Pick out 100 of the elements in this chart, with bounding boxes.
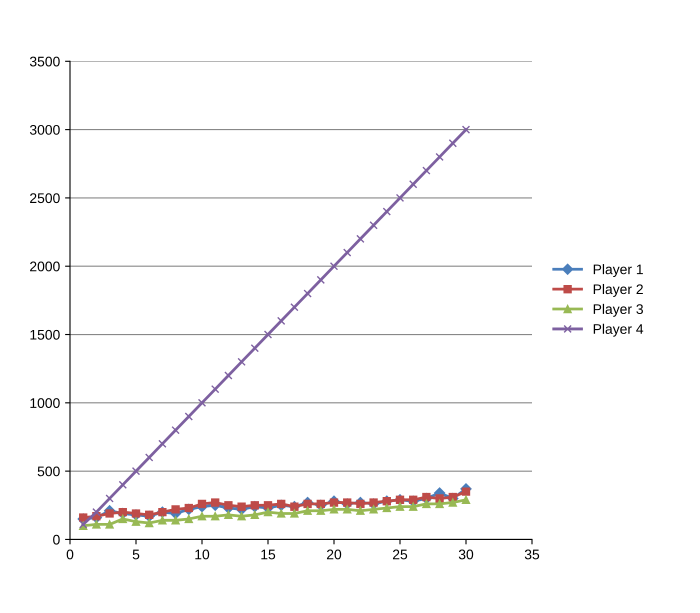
point	[316, 500, 325, 508]
y-tick-label: 3500	[30, 56, 60, 66]
point	[462, 487, 470, 496]
y-tick-label: 1500	[30, 330, 60, 340]
point	[250, 501, 259, 510]
point	[422, 166, 431, 175]
point	[171, 426, 180, 434]
legend-label: Player 2	[594, 284, 643, 297]
point	[330, 262, 338, 270]
point	[158, 440, 167, 448]
x-tick-label: 30	[458, 550, 474, 560]
point	[158, 516, 167, 524]
point	[435, 152, 444, 162]
point	[237, 512, 246, 520]
point	[369, 221, 378, 230]
point	[250, 344, 259, 352]
point	[422, 492, 431, 502]
point	[224, 501, 233, 510]
x-tick-label: 25	[392, 550, 408, 560]
point	[250, 510, 259, 520]
point	[382, 207, 391, 216]
point	[356, 234, 365, 244]
point	[330, 498, 338, 507]
x-tick-label: 0	[66, 550, 74, 560]
point	[448, 498, 457, 507]
point	[264, 508, 272, 516]
point	[237, 358, 246, 366]
point	[132, 466, 140, 476]
point	[462, 125, 470, 134]
x-tick-label: 35	[524, 550, 540, 560]
point	[237, 502, 246, 511]
point	[105, 520, 114, 529]
point	[184, 514, 193, 524]
point	[145, 453, 154, 462]
point	[409, 496, 418, 504]
point	[369, 498, 378, 507]
point	[211, 498, 220, 507]
point	[303, 500, 312, 508]
point	[396, 194, 404, 202]
point	[409, 180, 418, 188]
legend-label: Player 4	[594, 324, 644, 337]
point	[369, 505, 378, 514]
point	[316, 506, 325, 515]
point	[277, 500, 286, 508]
point	[224, 371, 233, 380]
point	[211, 385, 220, 394]
point	[171, 505, 180, 514]
y-tick-label: 2000	[30, 262, 60, 272]
point	[290, 509, 299, 518]
point	[118, 508, 127, 516]
point	[79, 513, 88, 522]
point	[382, 504, 391, 512]
point	[277, 316, 286, 326]
point	[462, 496, 470, 504]
y-tick-label: 1000	[30, 398, 60, 408]
point	[435, 500, 444, 508]
point	[316, 276, 325, 284]
point	[264, 330, 272, 339]
point	[184, 504, 193, 512]
point	[118, 514, 127, 524]
x-tick-label: 5	[132, 550, 140, 560]
point	[290, 303, 299, 312]
point	[198, 512, 206, 520]
point	[409, 502, 418, 511]
legend-label: Player 3	[594, 304, 643, 317]
point	[198, 500, 206, 508]
point	[92, 520, 101, 529]
point	[118, 480, 127, 489]
y-tick-label: 2500	[30, 193, 60, 204]
point	[145, 510, 154, 520]
x-tick-label: 15	[261, 550, 276, 560]
point	[356, 506, 365, 515]
point	[343, 248, 352, 257]
point	[105, 509, 114, 518]
y-tick-label: 500	[38, 466, 60, 476]
x-tick-label: 10	[195, 550, 210, 560]
point	[277, 509, 286, 518]
point	[132, 509, 140, 518]
point	[343, 505, 352, 514]
point	[198, 398, 206, 407]
point	[448, 492, 457, 502]
point	[145, 518, 154, 528]
point	[396, 502, 404, 511]
point	[448, 139, 457, 148]
y-tick-label: 3000	[30, 124, 60, 135]
point	[303, 506, 312, 515]
point	[105, 494, 114, 503]
x-tick-label: 20	[326, 550, 342, 560]
point	[171, 516, 180, 524]
point	[132, 518, 140, 526]
point	[211, 512, 220, 520]
point	[224, 510, 233, 520]
point	[330, 505, 338, 514]
point	[92, 508, 101, 516]
point	[422, 500, 431, 508]
y-tick-label: 0	[53, 534, 60, 545]
point	[184, 412, 193, 421]
legend-label: Player 1	[594, 264, 643, 278]
point	[264, 501, 272, 510]
point	[343, 498, 352, 507]
